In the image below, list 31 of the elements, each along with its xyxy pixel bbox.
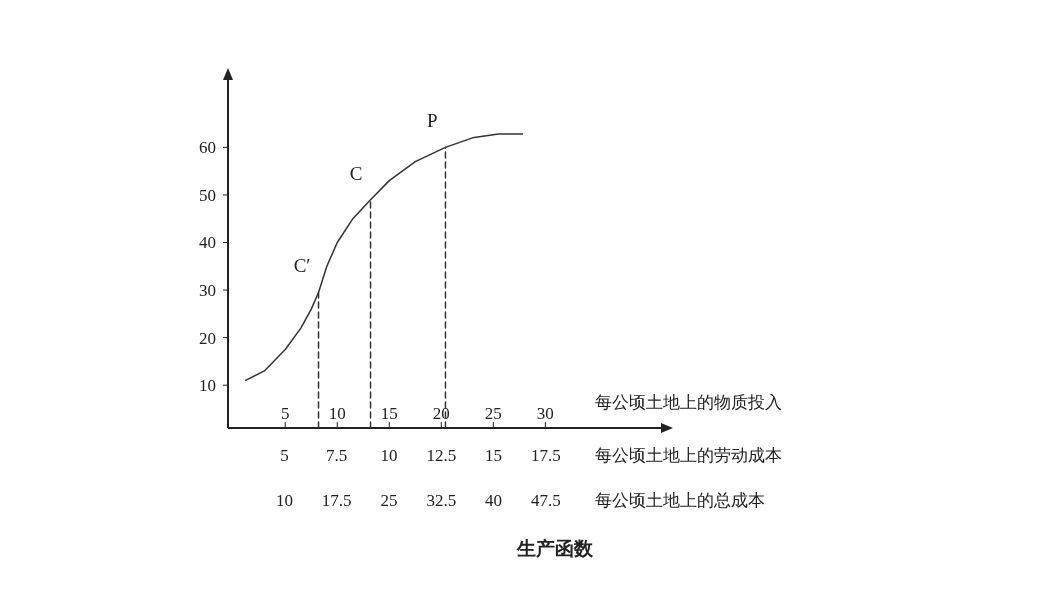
x-tick-label: 15: [380, 404, 398, 423]
y-tick-label: 40: [199, 233, 216, 253]
text: 每公顷土地上的总成本: [595, 491, 765, 510]
x-tick-label: 10: [328, 404, 346, 423]
y-tick-label: 20: [199, 328, 216, 348]
text: 17.5: [321, 491, 352, 510]
x2-tick-label: 10: [380, 446, 398, 465]
text: 25: [380, 491, 398, 510]
annotation: P: [426, 110, 438, 132]
text: 10: [275, 491, 293, 510]
text: 32.5: [426, 491, 457, 510]
annotation: C′: [293, 255, 311, 277]
x2-tick-label: 12.5: [426, 446, 457, 465]
y-tick-label: 30: [199, 281, 216, 301]
x2-axis-title: 每公顷土地上的劳动成本: [595, 446, 782, 465]
annotation: C: [349, 162, 363, 184]
x-tick-label: 5: [280, 404, 290, 423]
text: 47.5: [530, 491, 561, 510]
x2-tick-label: 15: [485, 446, 503, 465]
y-tick-label: 50: [199, 185, 216, 205]
text: 生产函数: [516, 538, 594, 559]
text: 40: [485, 491, 503, 510]
x-axis-title: 每公顷土地上的物质投入: [595, 393, 782, 412]
x-tick-label: 25: [484, 404, 502, 423]
x2-tick-label: 7.5: [326, 446, 348, 465]
x2-tick-label: 17.5: [530, 446, 561, 465]
x-tick-label: 20: [432, 404, 450, 423]
x2-tick-label: 5: [280, 446, 289, 465]
y-tick-label: 60: [199, 138, 216, 158]
x-tick-label: 30: [536, 404, 554, 423]
y-tick-label: 10: [199, 376, 216, 396]
